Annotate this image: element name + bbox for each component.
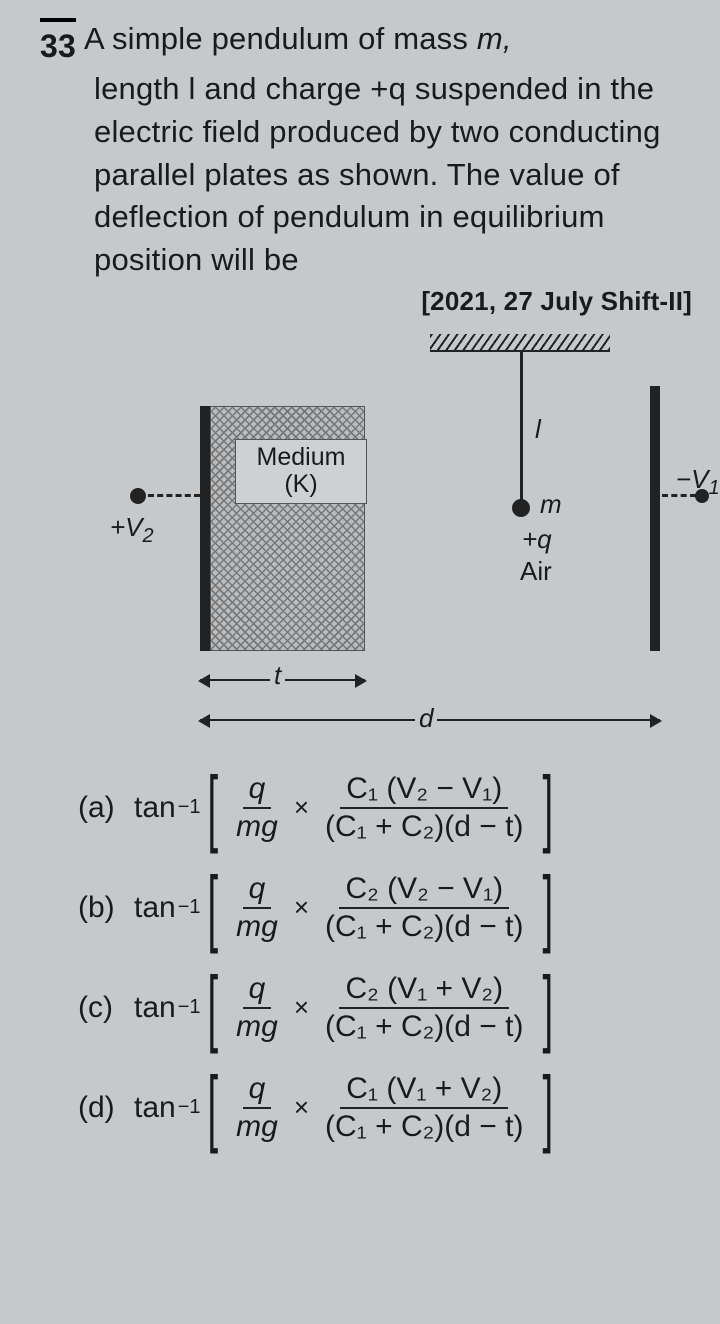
label-l: l [535,414,541,445]
option-a-label: (a) [78,791,134,825]
option-c-label: (c) [78,991,134,1025]
pendulum-string [520,352,523,504]
options-list: (a) tan−1 [ qmg × C₁ (V₂ − V₁)(C₁ + C₂)(… [78,762,692,1154]
option-a-formula: tan−1 [ qmg × C₁ (V₂ − V₁)(C₁ + C₂)(d − … [134,773,559,842]
var-m: m, [477,21,512,56]
option-d-label: (d) [78,1091,134,1125]
question-number: 33 [40,18,76,68]
label-air: Air [520,556,552,587]
option-c: (c) tan−1 [ qmg × C₂ (V₁ + V₂)(C₁ + C₂)(… [78,962,692,1054]
dimension-d-label: d [415,703,437,734]
left-bracket-icon: [ [207,778,218,838]
option-b-formula: tan−1 [ qmg × C₂ (V₂ − V₁)(C₁ + C₂)(d − … [134,873,559,942]
option-b: (b) tan−1 [ qmg × C₂ (V₂ − V₁)(C₁ + C₂)(… [78,862,692,954]
option-b-label: (b) [78,891,134,925]
option-c-formula: tan−1 [ qmg × C₂ (V₁ + V₂)(C₁ + C₂)(d − … [134,973,559,1042]
v1-label: −V1 [676,464,720,500]
option-a: (a) tan−1 [ qmg × C₁ (V₂ − V₁)(C₁ + C₂)(… [78,762,692,854]
plate-left [200,406,210,651]
plate-right [650,386,660,651]
dimension-t-label: t [270,660,285,691]
v2-label: +V2 [110,512,154,548]
medium-label-box: Medium (K) [235,439,367,504]
pendulum-bob [512,499,530,517]
v2-terminal [130,488,146,504]
diagram: l m +q Air Medium (K) +V2 −V1 t d [80,334,720,744]
label-q: +q [522,524,552,555]
label-m: m [540,489,562,520]
option-d-formula: tan−1 [ qmg × C₁ (V₁ + V₂)(C₁ + C₂)(d − … [134,1073,559,1142]
q-line1: A simple pendulum of mass [84,21,477,56]
right-bracket-icon: ] [542,778,553,838]
q-rest: length l and charge +q suspended in the … [94,68,692,320]
question-meta: [2021, 27 July Shift-II] [94,284,692,320]
v2-wire [148,494,200,497]
question-container: 33A simple pendulum of mass m, length l … [0,0,720,1172]
ceiling-hatch [430,334,610,352]
option-d: (d) tan−1 [ qmg × C₁ (V₁ + V₂)(C₁ + C₂)(… [78,1062,692,1154]
question-text: 33A simple pendulum of mass m, length l … [40,18,692,320]
